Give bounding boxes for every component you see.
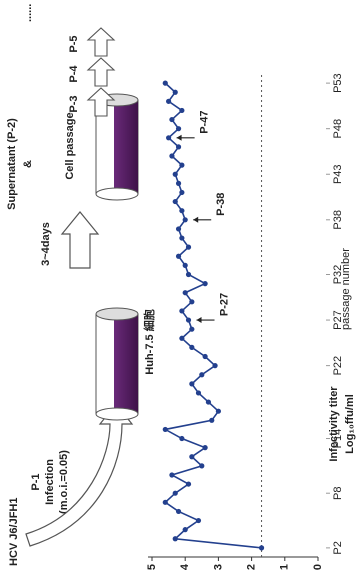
y-tick-label: 4 <box>179 563 191 570</box>
supernatant-label: Supernatant (P-2) <box>6 118 18 210</box>
data-point <box>199 463 204 468</box>
data-point <box>179 336 184 341</box>
x-tick-label: P2 <box>332 541 344 554</box>
data-point <box>203 281 208 286</box>
data-point <box>189 327 194 332</box>
data-point <box>169 153 174 158</box>
data-point <box>179 208 184 213</box>
data-point <box>183 527 188 532</box>
y-tick-label: 3 <box>212 564 224 570</box>
passage-step: P-5 <box>68 35 80 52</box>
data-point <box>199 372 204 377</box>
figure: HCV J6/JFH1 P-1 Infection (m.o.i.=0.05) … <box>0 0 361 574</box>
data-point <box>173 172 178 177</box>
continuation: ...... <box>22 4 34 22</box>
data-point <box>166 135 171 140</box>
data-point <box>173 536 178 541</box>
annotation-label: P-38 <box>215 193 227 216</box>
cell-label: Huh-7.5 細胞 <box>142 309 156 374</box>
figure-canvas: HCV J6/JFH1 P-1 Infection (m.o.i.=0.05) … <box>0 0 361 574</box>
y-axis-title: Infectivity titer <box>328 386 340 462</box>
data-point <box>179 108 184 113</box>
data-point <box>196 390 201 395</box>
data-point <box>189 381 194 386</box>
data-point <box>173 199 178 204</box>
data-point <box>186 481 191 486</box>
annotation-arrowhead <box>193 217 198 223</box>
x-tick-label: P43 <box>332 164 344 184</box>
step-label: P-1 <box>30 473 42 490</box>
annotation-label: P-27 <box>218 293 230 316</box>
x-tick-label: P53 <box>332 73 344 93</box>
data-point <box>183 217 188 222</box>
data-point <box>183 263 188 268</box>
data-point <box>179 235 184 240</box>
y-tick-label: 1 <box>279 564 291 570</box>
x-tick-label: P32 <box>332 265 344 285</box>
x-tick-label: P38 <box>332 210 344 230</box>
dish <box>96 308 138 420</box>
data-point <box>176 254 181 259</box>
y-tick-label: 5 <box>146 564 158 570</box>
data-point <box>179 163 184 168</box>
data-point <box>163 81 168 86</box>
moi-label: (m.o.i.=0.05) <box>58 450 70 514</box>
data-point <box>189 454 194 459</box>
annotation-arrowhead <box>177 135 182 141</box>
data-point <box>209 418 214 423</box>
data-point <box>186 245 191 250</box>
x-tick-label: P14 <box>332 429 344 449</box>
data-point <box>183 290 188 295</box>
data-point <box>189 345 194 350</box>
data-point <box>186 272 191 277</box>
data-point <box>216 409 221 414</box>
data-point <box>176 181 181 186</box>
data-point <box>259 545 264 550</box>
annotation-label: P-47 <box>199 111 211 134</box>
data-point <box>169 472 174 477</box>
data-point <box>176 144 181 149</box>
data-point <box>173 90 178 95</box>
step-arrow <box>62 212 98 268</box>
data-point <box>196 518 201 523</box>
annotation-arrowhead <box>197 317 202 323</box>
y-axis-unit: Log₁₀ffu/ml <box>344 394 356 454</box>
passage-label: Cell passage <box>64 112 76 179</box>
data-point <box>203 445 208 450</box>
passage-step: P-3 <box>68 95 80 112</box>
data-point <box>179 190 184 195</box>
step-label: Infection <box>44 459 56 505</box>
y-tick-label: 2 <box>246 564 258 570</box>
and-label: & <box>22 160 34 168</box>
data-point <box>173 491 178 496</box>
data-point <box>166 99 171 104</box>
data-point <box>212 363 217 368</box>
data-point <box>163 427 168 432</box>
data-point <box>179 308 184 313</box>
data-point <box>203 354 208 359</box>
x-tick-label: P8 <box>332 486 344 499</box>
passage-step: P-4 <box>68 65 80 83</box>
data-point <box>206 399 211 404</box>
days-label: 3~4days <box>40 222 52 266</box>
x-tick-label: P48 <box>332 119 344 139</box>
virus-label: HCV J6/JFH1 <box>8 498 20 566</box>
data-point <box>176 226 181 231</box>
data-point <box>186 317 191 322</box>
data-line <box>165 83 261 548</box>
data-point <box>163 500 168 505</box>
x-tick-label: P22 <box>332 356 344 376</box>
data-point <box>169 117 174 122</box>
data-point <box>176 126 181 131</box>
x-tick-label: P27 <box>332 310 344 330</box>
data-point <box>189 299 194 304</box>
data-point <box>179 436 184 441</box>
y-tick-label: 0 <box>312 564 324 570</box>
data-point <box>176 509 181 514</box>
